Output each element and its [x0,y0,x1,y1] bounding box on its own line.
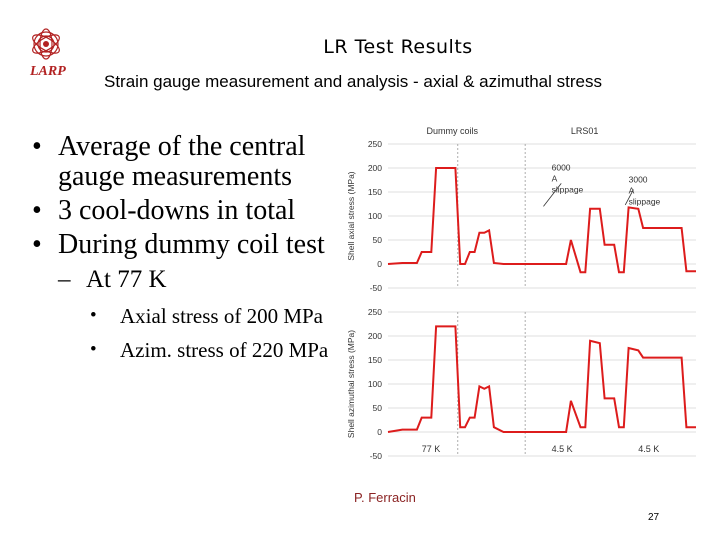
y-tick-label: 250 [368,139,382,149]
sub-bullet-text: At 77 K [86,266,167,293]
chart-header: LRS01 [571,126,599,136]
stress-series-line [387,325,696,433]
annotation-word: slippage [552,184,584,194]
sub-bullet-item: – At 77 K [58,266,332,294]
y-tick-label: -50 [370,451,383,461]
annotation-word: A [629,185,635,195]
y-axis-label: Shell azimuthal stress (MPa) [346,330,356,438]
annotation-arrow [543,183,562,207]
chart-header: Dummy coils [427,126,479,136]
annotation-word: 3000 [629,174,648,184]
slide-title: LR Test Results [323,36,473,58]
stress-charts: 250 200 150 100 50 0 -50 Shell axial stress (MP… [346,126,696,461]
annotation-word: 6000 [552,162,571,172]
author-credit: P. Ferracin [354,490,416,505]
bullet-dot-icon: • [32,195,42,226]
bullet-dot-icon: • [32,131,42,162]
x-segment-label: 4.5 K [638,444,659,454]
y-tick-label: 250 [368,307,382,317]
sub-sub-bullet-text: Axial stress of 200 MPa [120,304,323,328]
stress-figure: 250 200 150 100 50 0 -50 Shell axial stress (MP… [340,122,710,468]
bullet-dot-icon: • [90,305,97,326]
larp-logo: LARP [18,26,78,90]
dash-icon: – [58,266,71,293]
y-tick-label: 200 [368,331,382,341]
y-tick-label: 50 [373,403,383,413]
annotation-word: slippage [629,196,661,206]
bullet-dot-icon: • [32,229,42,260]
y-tick-label: 150 [368,355,382,365]
y-tick-label: 100 [368,379,382,389]
y-tick-label: -50 [370,283,383,293]
larp-emblem-icon [32,28,60,60]
bullet-item: • Average of the central gauge measureme… [32,132,332,192]
y-axis-label: Shell axial stress (MPa) [346,171,356,260]
annotation-word: A [552,173,558,183]
bullet-item: • During dummy coil test [32,230,332,260]
sub-sub-bullet-item: • Azim. stress of 220 MPa [90,338,332,362]
x-segment-label: 77 K [422,444,441,454]
y-tick-label: 0 [377,427,382,437]
stress-series-line [387,167,696,274]
y-tick-label: 100 [368,211,382,221]
bullet-text: 3 cool-downs in total [58,195,296,226]
bullet-dot-icon: • [90,339,97,360]
page-number: 27 [648,512,660,523]
y-tick-label: 50 [373,235,383,245]
y-tick-label: 0 [377,259,382,269]
sub-sub-bullet-text: Azim. stress of 220 MPa [120,338,329,362]
larp-logo-text: LARP [30,64,66,79]
x-segment-label: 4.5 K [552,444,573,454]
bullet-text: Average of the central gauge measurement… [58,131,306,192]
annotation-arrow [624,189,634,206]
y-tick-label: 200 [368,163,382,173]
bullet-text: During dummy coil test [58,229,325,260]
bullet-item: • 3 cool-downs in total [32,196,332,226]
sub-sub-bullet-item: • Axial stress of 200 MPa [90,304,332,328]
y-tick-label: 150 [368,187,382,197]
slide-subtitle: Strain gauge measurement and analysis - … [104,72,602,91]
bullet-list: • Average of the central gauge measureme… [32,132,332,363]
